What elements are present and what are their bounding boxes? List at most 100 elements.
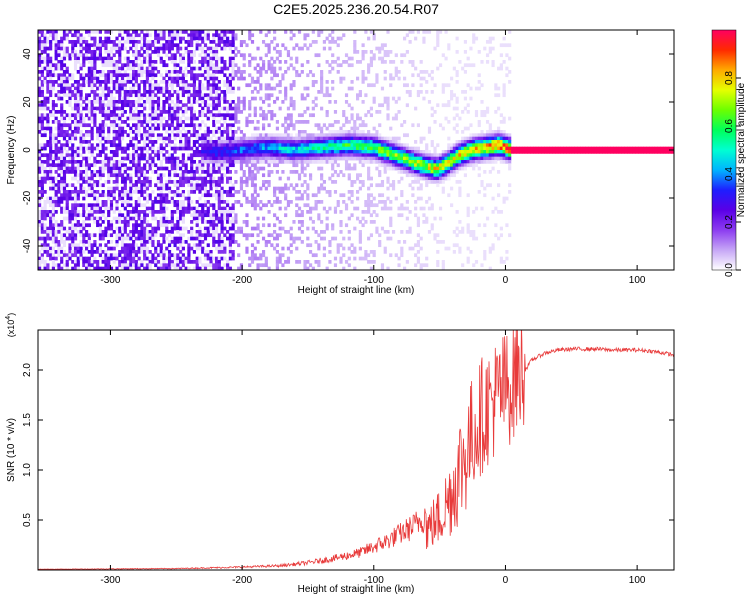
spectrogram-cell xyxy=(93,163,97,168)
spectrogram-cell xyxy=(129,160,133,164)
spectrogram-cell xyxy=(170,93,174,98)
spectrogram-cell xyxy=(68,170,72,174)
spectrogram-cell xyxy=(347,230,351,234)
spectrogram-cell xyxy=(306,73,310,78)
spectrogram-cell xyxy=(156,30,161,34)
spectrogram-cell xyxy=(82,186,86,191)
spectrogram-cell xyxy=(132,136,136,141)
spectrogram-cell xyxy=(187,196,191,201)
spectrogram-cell xyxy=(303,156,307,161)
spectrogram-cell xyxy=(112,113,116,118)
spectrogram-cell xyxy=(87,213,91,218)
spectrogram-cell xyxy=(170,190,174,194)
spectrogram-cell xyxy=(339,256,343,261)
spectrogram-cell xyxy=(206,103,210,108)
spectrogram-cell xyxy=(339,193,343,198)
spectrogram-cell xyxy=(394,196,398,201)
spectrogram-cell xyxy=(273,160,277,164)
spectrogram-cell xyxy=(68,96,72,101)
spectrogram-cell xyxy=(239,186,244,191)
spectrogram-cell xyxy=(156,153,161,158)
spectrogram-cell xyxy=(73,210,78,214)
spectrogram-cell xyxy=(270,136,274,141)
spectrogram-cell xyxy=(101,260,105,264)
spectrogram-cell xyxy=(104,146,108,151)
spectrogram-cell xyxy=(220,143,224,148)
spectrogram-cell xyxy=(214,53,219,58)
spectrogram-cell xyxy=(403,166,407,171)
spectrogram-cell xyxy=(162,146,166,151)
spectrogram-cell xyxy=(73,233,78,238)
spectrogram-cell xyxy=(275,143,279,148)
spectrogram-cell xyxy=(129,130,133,134)
spectrogram-cell xyxy=(145,120,150,124)
spectrogram-cell xyxy=(358,133,362,138)
spectrogram-cell xyxy=(154,86,158,91)
spectrogram-cell xyxy=(369,50,373,54)
spectrogram-cell xyxy=(198,210,202,214)
spectrogram-cell xyxy=(107,246,111,251)
spectrogram-cell xyxy=(181,256,185,261)
spectrogram-cell xyxy=(151,66,155,71)
spectrogram-cell xyxy=(231,63,235,68)
spectrogram-cell xyxy=(181,190,185,194)
spectrogram-cell xyxy=(173,63,177,68)
spectrogram-cell xyxy=(192,33,197,38)
spectrogram-cell xyxy=(209,73,213,78)
spectrogram-cell xyxy=(336,246,340,251)
spectrogram-cell xyxy=(145,33,150,38)
spectrogram-cell xyxy=(46,96,50,101)
spectrogram-cell xyxy=(214,43,219,48)
spectrogram-cell xyxy=(107,136,111,141)
spectrogram-cell xyxy=(284,183,288,188)
spectrogram-cell xyxy=(364,210,368,214)
spectrogram-cell xyxy=(40,103,44,108)
spectrogram-cell xyxy=(234,63,238,68)
spectrogram-cell xyxy=(87,100,91,104)
spectrogram-cell xyxy=(148,196,152,201)
spectrogram-cell xyxy=(154,170,158,174)
spectrogram-cell xyxy=(250,226,255,231)
spectrogram-cell xyxy=(203,193,208,198)
spectrogram-cell xyxy=(107,190,111,194)
spectrogram-cell xyxy=(82,83,86,88)
spectrogram-cell xyxy=(167,110,172,114)
spectrogram-cell xyxy=(250,260,255,264)
spectrogram-cell xyxy=(209,263,213,268)
spectrogram-cell xyxy=(85,123,89,128)
spectrogram-cell xyxy=(226,43,230,48)
spectrogram-cell xyxy=(198,66,202,71)
spectrogram-cell xyxy=(120,136,125,141)
spectrogram-cell xyxy=(156,126,161,131)
spectrogram-cell xyxy=(118,56,122,61)
spectrogram-cell xyxy=(336,150,340,154)
spectrogram-cell xyxy=(143,116,147,121)
spectrogram-cell xyxy=(286,203,291,208)
spectrogram-cell xyxy=(181,73,185,78)
spectrogram-cell xyxy=(303,96,307,101)
spectrogram-cell xyxy=(217,93,221,98)
spectrogram-cell xyxy=(336,140,340,144)
spectrogram-cell xyxy=(292,220,296,224)
spectrogram-cell xyxy=(408,173,412,178)
spectrogram-cell xyxy=(40,163,44,168)
spectrogram-cell xyxy=(101,100,105,104)
spectrogram-cell xyxy=(165,216,169,221)
spectrogram-cell xyxy=(353,250,357,254)
spectrogram-cell xyxy=(245,156,249,161)
spectrogram-cell xyxy=(273,193,277,198)
spectrogram-cell xyxy=(295,56,299,61)
spectrogram-cell xyxy=(281,73,285,78)
spectrogram-cell xyxy=(179,183,183,188)
spectrogram-cell xyxy=(38,183,42,188)
spectrogram-cell xyxy=(259,133,263,138)
spectrogram-cell xyxy=(314,146,318,151)
spectrogram-cell xyxy=(203,43,208,48)
spectrogram-cell xyxy=(96,126,100,131)
spectrogram-cell xyxy=(165,206,169,211)
spectrogram-cell xyxy=(192,36,197,41)
spectrogram-cell xyxy=(60,60,64,64)
spectrogram-cell xyxy=(54,80,58,84)
spectrogram-cell xyxy=(214,230,219,234)
spectrogram-cell xyxy=(184,180,188,184)
